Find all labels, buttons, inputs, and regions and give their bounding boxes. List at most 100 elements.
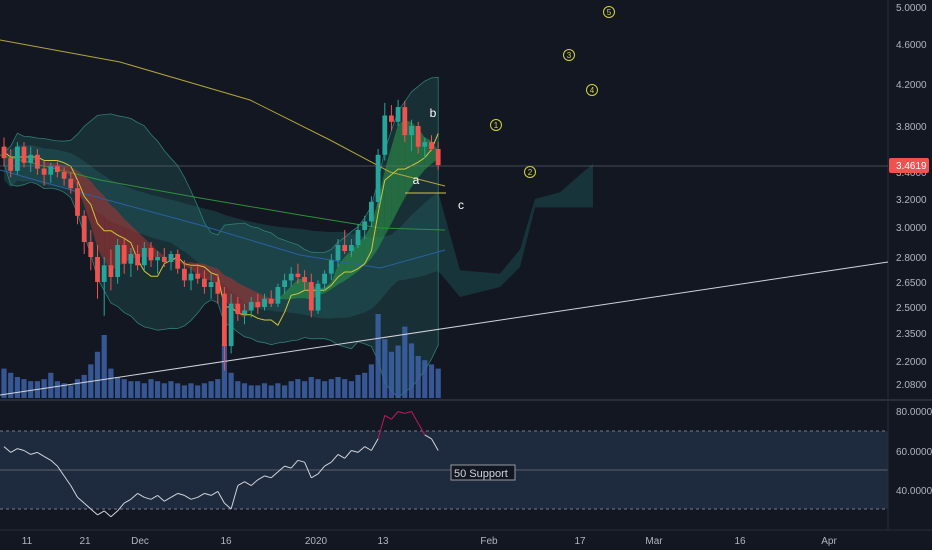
candle-body xyxy=(308,282,314,311)
volume-bar xyxy=(408,343,415,398)
volume-bar xyxy=(295,379,301,398)
volume-bar xyxy=(428,364,435,398)
rsi-segment xyxy=(210,490,219,496)
candle-body xyxy=(302,277,307,282)
volume-bar xyxy=(362,372,368,398)
rsi-segment xyxy=(70,485,78,498)
rsi-segment xyxy=(97,510,105,516)
rsi-segment xyxy=(384,414,392,420)
candle-body xyxy=(422,142,428,147)
rsi-segment xyxy=(297,459,305,463)
time-tick-label: 17 xyxy=(574,536,586,547)
time-tick-label: Dec xyxy=(131,536,149,547)
price-tick-label: 3.4000 xyxy=(896,168,927,179)
wave-marker-label: 2 xyxy=(528,168,533,177)
candle-body xyxy=(322,273,327,284)
candle-body xyxy=(435,149,441,166)
bollinger-bands xyxy=(3,76,439,399)
volume-bar xyxy=(235,381,241,398)
volume-bars xyxy=(1,314,441,398)
volume-bar xyxy=(61,383,67,398)
candle-body xyxy=(1,146,7,159)
volume-bar xyxy=(121,379,127,398)
volume-bar xyxy=(382,339,388,398)
ichimoku-cloud xyxy=(4,144,593,319)
ribbon-segment xyxy=(97,189,105,262)
rsi-segment xyxy=(244,481,252,487)
candle-body xyxy=(88,242,94,257)
volume-bar xyxy=(268,385,274,398)
candle-body xyxy=(188,273,194,281)
time-axis: 11 21 Dec 16 2020 13 Feb 17 Mar 16 Apr xyxy=(22,536,838,547)
candle-body xyxy=(222,293,227,347)
rsi-segment xyxy=(344,450,352,459)
ribbon-segment xyxy=(217,268,225,302)
rsi-segment xyxy=(110,510,118,518)
price-tick-label: 2.6500 xyxy=(896,278,927,289)
ribbon-segment xyxy=(358,236,365,272)
volume-bar xyxy=(8,372,14,398)
volume-bar xyxy=(315,379,321,398)
rsi-segment xyxy=(10,448,18,453)
rsi-segment xyxy=(364,446,372,451)
time-tick-label: Apr xyxy=(821,536,837,547)
candle-body xyxy=(228,303,234,347)
candle-body xyxy=(282,280,287,287)
rsi-segment xyxy=(357,446,366,453)
candle-body xyxy=(409,126,414,136)
volume-bar xyxy=(74,379,81,398)
volume-bar xyxy=(28,381,34,398)
candle-body xyxy=(115,245,120,277)
rsi-segment xyxy=(351,450,359,453)
elliott-wave-labels: 1 2 3 4 5 a b c xyxy=(405,6,615,212)
volume-bar xyxy=(155,381,161,398)
rsi-segment xyxy=(217,491,225,504)
rsi-segment xyxy=(37,451,45,457)
volume-bar xyxy=(101,335,107,398)
bollinger-band-area xyxy=(3,76,439,399)
volume-bar xyxy=(148,379,154,398)
rsi-segment xyxy=(170,492,178,498)
volume-bar xyxy=(181,385,187,398)
candle-body xyxy=(369,201,374,222)
wave-marker-ring xyxy=(603,6,615,18)
ribbon-segment xyxy=(338,257,345,285)
volume-bar xyxy=(108,368,114,398)
ribbon-segment xyxy=(284,286,292,300)
candle-body xyxy=(175,254,181,269)
time-tick-label: Feb xyxy=(480,536,498,547)
volume-bar xyxy=(255,385,261,398)
rsi-segment xyxy=(237,481,245,487)
rsi-segment xyxy=(90,508,98,516)
candle-body xyxy=(275,287,281,304)
volume-bar xyxy=(68,385,74,398)
candle-body xyxy=(21,146,27,163)
corrective-wave-label: a xyxy=(413,173,420,187)
volume-bar xyxy=(14,377,20,398)
candle-body xyxy=(168,254,174,262)
volume-bar xyxy=(115,377,121,398)
ichimoku-cloud-area xyxy=(4,144,593,319)
candle-body xyxy=(395,107,401,122)
candle-body xyxy=(355,230,361,245)
price-tick-label: 5.0000 xyxy=(896,3,927,14)
candle-body xyxy=(295,273,301,277)
rsi-segment xyxy=(130,493,138,500)
wave-marker-ring xyxy=(524,166,536,178)
rsi-segment xyxy=(164,496,172,502)
candle-body xyxy=(235,303,241,314)
wave-marker-ring xyxy=(490,119,502,131)
volume-bar xyxy=(195,385,201,398)
rsi-segment xyxy=(404,411,412,414)
volume-bar xyxy=(395,345,401,398)
rsi-segment xyxy=(197,492,205,498)
time-tick-label: 16 xyxy=(734,536,746,547)
price-axis: 5.0000 4.6000 4.2000 3.8000 3.4000 3.2000 3.00… xyxy=(896,3,932,497)
volume-bar xyxy=(175,383,181,398)
price-tick-label: 3.2000 xyxy=(896,195,927,206)
rsi-segment xyxy=(424,434,432,440)
time-tick-label: 13 xyxy=(377,536,389,547)
rsi-segment xyxy=(150,494,158,500)
volume-bar xyxy=(368,364,374,398)
candle-body xyxy=(101,265,107,282)
